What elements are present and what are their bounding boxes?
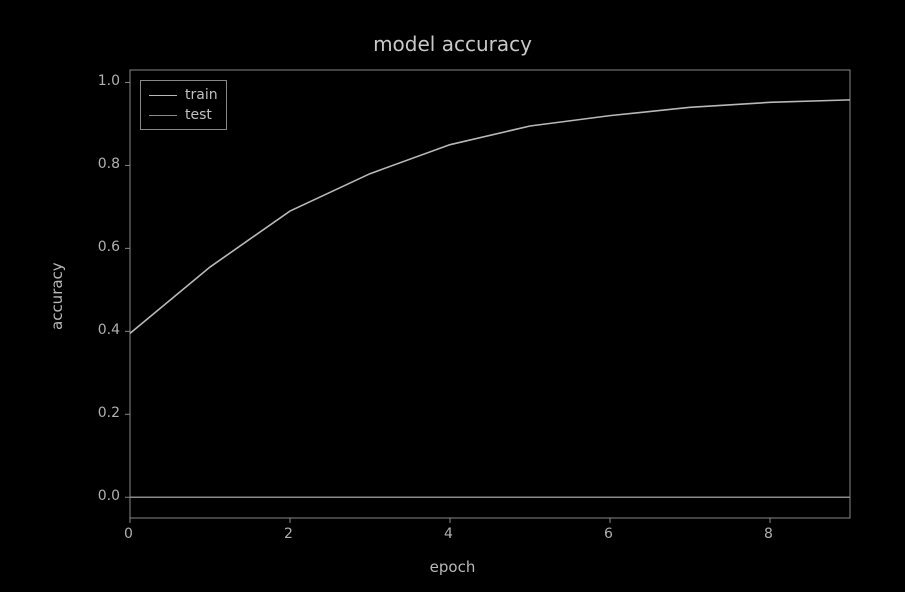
y-tick-label: 0.4 bbox=[98, 322, 120, 338]
chart-canvas bbox=[0, 0, 905, 592]
legend: train test bbox=[140, 80, 227, 130]
x-tick-label: 2 bbox=[284, 526, 293, 542]
y-tick-label: 0.0 bbox=[98, 488, 120, 504]
x-tick-label: 6 bbox=[604, 526, 613, 542]
legend-label: test bbox=[185, 107, 212, 123]
y-tick-label: 0.2 bbox=[98, 405, 120, 421]
legend-swatch bbox=[149, 95, 177, 96]
legend-swatch bbox=[149, 115, 177, 116]
plot-area bbox=[130, 70, 850, 518]
legend-item-train: train bbox=[149, 85, 218, 105]
legend-item-test: test bbox=[149, 105, 218, 125]
figure: model accuracy accuracy epoch 02468 0.00… bbox=[0, 0, 905, 592]
y-tick-label: 0.8 bbox=[98, 156, 120, 172]
legend-label: train bbox=[185, 87, 218, 103]
x-tick-label: 4 bbox=[444, 526, 453, 542]
y-tick-label: 1.0 bbox=[98, 73, 120, 89]
y-tick-label: 0.6 bbox=[98, 239, 120, 255]
x-tick-label: 0 bbox=[124, 526, 133, 542]
x-tick-label: 8 bbox=[764, 526, 773, 542]
